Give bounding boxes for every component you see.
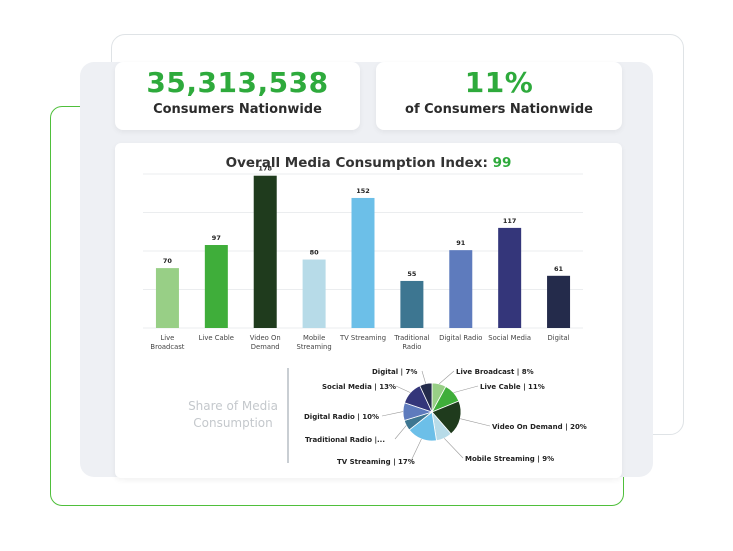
bar-chart-title-text: Overall Media Consumption Index: bbox=[225, 155, 488, 171]
pie-slice-label: Live Cable | 11% bbox=[480, 383, 545, 392]
bar-category-label: Demand bbox=[251, 343, 280, 351]
pie-slice-label: Digital | 7% bbox=[372, 368, 417, 377]
pie-leader-line bbox=[453, 385, 479, 393]
share-chart-title: Share of Media Consumption bbox=[173, 398, 293, 432]
bar bbox=[302, 259, 326, 328]
bar bbox=[547, 275, 571, 328]
bar-value-label: 91 bbox=[456, 239, 466, 247]
pie-slice-label: Video On Demand | 20% bbox=[492, 423, 587, 432]
bar-category-label: Digital bbox=[548, 334, 570, 342]
consumers-count-label: Consumers Nationwide bbox=[153, 102, 322, 117]
bar bbox=[204, 245, 228, 328]
pie-slice-label: Mobile Streaming | 9% bbox=[465, 455, 554, 464]
pie-leader-line bbox=[381, 411, 404, 417]
pie-slice-label: Live Broadcast | 8% bbox=[456, 368, 534, 377]
bar-value-label: 97 bbox=[212, 234, 221, 242]
bar-value-label: 70 bbox=[163, 257, 173, 265]
bar-value-label: 117 bbox=[503, 217, 517, 225]
pie-slice-label: Digital Radio | 10% bbox=[304, 413, 379, 422]
consumers-percent-label: of Consumers Nationwide bbox=[405, 102, 593, 117]
consumers-percent-card: 11% of Consumers Nationwide bbox=[376, 62, 622, 130]
bar-value-label: 55 bbox=[407, 270, 417, 278]
bar-value-label: 152 bbox=[356, 187, 370, 195]
bar bbox=[155, 268, 179, 328]
bar-category-label: Live Cable bbox=[199, 334, 234, 342]
bar bbox=[498, 227, 522, 328]
bar-value-label: 178 bbox=[258, 165, 272, 173]
pie-slice-label: Traditional Radio |... bbox=[305, 436, 385, 445]
pie-leader-line bbox=[410, 438, 422, 462]
media-consumption-card: Overall Media Consumption Index: 99 70 Li… bbox=[115, 143, 622, 478]
pie-leader-line bbox=[395, 385, 411, 393]
consumers-percent-value: 11% bbox=[464, 66, 534, 99]
bar-category-label: Video On bbox=[250, 334, 281, 342]
bar bbox=[400, 280, 424, 328]
bar bbox=[449, 250, 473, 328]
bar-category-label: Broadcast bbox=[150, 343, 184, 351]
media-index-value: 99 bbox=[492, 155, 512, 171]
pie-slice bbox=[431, 400, 462, 435]
pie-slice-label: TV Streaming | 17% bbox=[337, 458, 415, 467]
share-title-line-1: Share of Media bbox=[188, 399, 278, 413]
consumers-count-value: 35,313,538 bbox=[146, 66, 329, 99]
bar bbox=[351, 197, 375, 328]
bar-value-label: 80 bbox=[310, 249, 320, 257]
pie-leader-line bbox=[444, 438, 464, 459]
bar-category-label: TV Streaming bbox=[339, 334, 386, 342]
bar-category-label: Social Media bbox=[488, 334, 531, 342]
bar-chart-title: Overall Media Consumption Index: 99 bbox=[115, 155, 622, 171]
share-divider bbox=[287, 368, 289, 463]
pie-leader-line bbox=[394, 425, 407, 440]
bar-category-label: Streaming bbox=[297, 343, 332, 351]
bar-value-label: 61 bbox=[554, 265, 564, 273]
bar-category-label: Live bbox=[160, 334, 174, 342]
share-title-line-2: Consumption bbox=[193, 416, 273, 430]
bar bbox=[253, 175, 277, 328]
bar-category-label: Radio bbox=[402, 343, 421, 351]
pie-leader-line bbox=[438, 370, 455, 385]
share-pie-chart: Live Broadcast | 8% Live Cable | 11% Video… bbox=[304, 368, 587, 467]
bar-category-label: Traditional bbox=[393, 334, 429, 342]
pie-leader-line bbox=[421, 370, 427, 384]
bar-category-label: Mobile bbox=[303, 334, 325, 342]
consumers-count-card: 35,313,538 Consumers Nationwide bbox=[115, 62, 360, 130]
bar-category-label: Digital Radio bbox=[439, 334, 482, 342]
pie-leader-line bbox=[460, 418, 491, 427]
pie-slice-label: Social Media | 13% bbox=[322, 383, 396, 392]
